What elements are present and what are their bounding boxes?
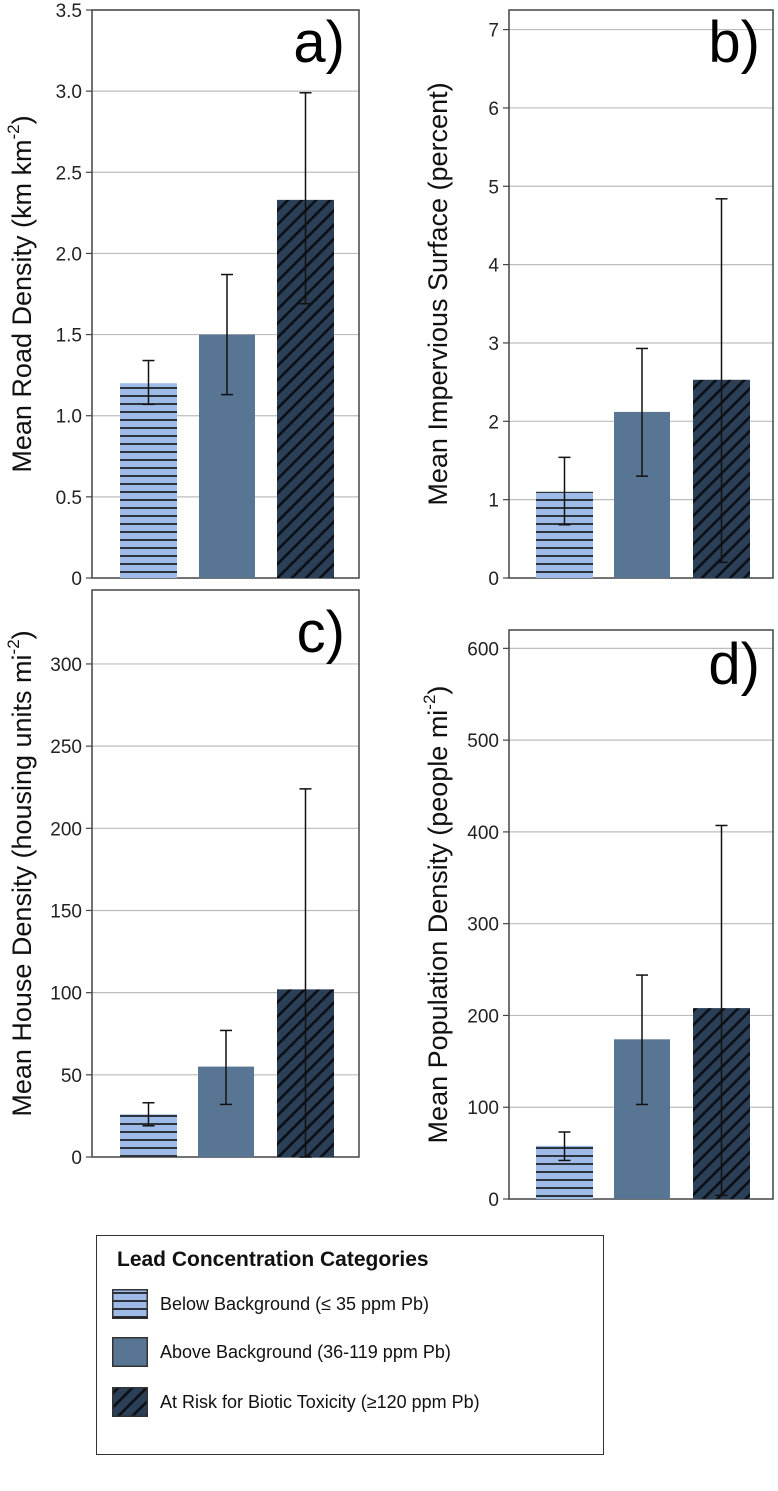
panel-d: 0 100 200 300 400 500 600 d) Mean Population Den… [420,629,774,1211]
y-tick-label: 6 [488,99,499,120]
y-tick-label: 2 [488,412,499,433]
y-tick-label: 150 [50,901,82,922]
y-axis-label: Mean Road Density (km km-2) [4,115,38,472]
figure: 0 0.5 1.0 1.5 2.0 2.5 3.0 3.5 a) Mean Road Densit… [4,1,774,1211]
panel-c: 0 50 100 150 200 250 300 c) Mean House Density (… [4,589,360,1169]
y-tick-label: 3 [488,334,499,355]
y-tick-label: 250 [50,737,82,758]
y-tick-label: 400 [467,823,499,844]
legend-item-below: Below Background (≤ 35 ppm Pb) [112,1288,429,1320]
panel-label: b) [708,10,760,75]
y-tick-label: 1.5 [56,326,82,347]
bar-below [120,383,177,578]
y-axis-label: Mean Population Density (people mi-2) [420,686,454,1144]
legend-swatch-above [112,1337,148,1367]
y-tick-label: 600 [467,639,499,660]
y-tick-label: 200 [467,1006,499,1027]
panel-label: c) [297,600,345,665]
legend-swatch-risk [112,1387,148,1417]
legend-label-risk: At Risk for Biotic Toxicity (≥120 ppm Pb… [160,1391,480,1412]
y-tick-label: 300 [467,915,499,936]
legend-swatch-below [112,1289,148,1319]
panel-b: 0 1 2 3 4 5 6 7 b) Mean Impervious Surface (perce… [423,9,774,590]
legend-item-above: Above Background (36-119 ppm Pb) [112,1336,451,1368]
y-tick-label: 0.5 [56,488,82,509]
legend: Lead Concentration Categories Below Back… [96,1235,604,1455]
y-tick-label: 300 [50,655,82,676]
y-tick-label: 3.0 [56,82,82,103]
y-axis-label: Mean House Density (housing units mi-2) [4,630,38,1116]
y-tick-label: 100 [50,984,82,1005]
panel-label: a) [293,10,345,75]
y-tick-label: 0 [71,1148,82,1169]
panel-a: 0 0.5 1.0 1.5 2.0 2.5 3.0 3.5 a) Mean Road Densit… [4,1,360,590]
y-tick-label: 2.0 [56,244,82,265]
legend-label-above: Above Background (36-119 ppm Pb) [160,1341,451,1362]
y-tick-label: 7 [488,21,499,42]
y-tick-label: 500 [467,731,499,752]
y-tick-label: 0 [488,569,499,590]
y-axis-label: Mean Impervious Surface (percent) [423,82,453,505]
panel-label: d) [708,632,760,697]
y-tick-label: 1 [488,491,499,512]
y-tick-label: 0 [71,569,82,590]
y-tick-label: 200 [50,819,82,840]
legend-item-risk: At Risk for Biotic Toxicity (≥120 ppm Pb… [112,1386,480,1418]
legend-label-below: Below Background (≤ 35 ppm Pb) [160,1293,430,1314]
y-tick-label: 5 [488,177,499,198]
y-tick-label: 4 [488,256,499,277]
y-tick-label: 3.5 [56,1,82,22]
y-tick-label: 50 [61,1066,82,1087]
y-tick-label: 0 [488,1190,499,1211]
legend-title: Lead Concentration Categories [117,1248,429,1271]
y-tick-label: 100 [467,1098,499,1119]
y-tick-label: 2.5 [56,163,82,184]
y-tick-label: 1.0 [56,407,82,428]
